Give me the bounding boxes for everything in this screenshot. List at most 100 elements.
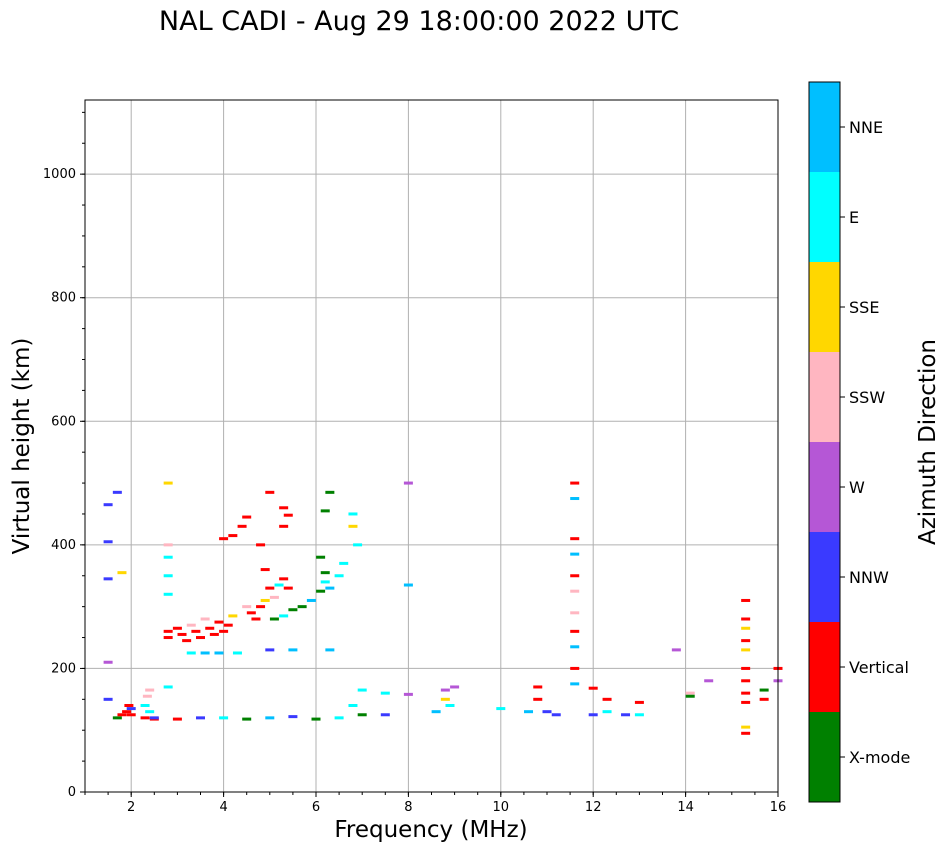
data-point bbox=[200, 617, 210, 621]
colorbar-tick-label: NNE bbox=[849, 118, 883, 137]
data-point bbox=[440, 688, 450, 692]
data-point bbox=[380, 713, 390, 717]
data-point bbox=[533, 697, 543, 701]
data-point bbox=[570, 552, 580, 556]
colorbar-tick-label: E bbox=[849, 208, 859, 227]
data-point bbox=[570, 537, 580, 541]
data-point bbox=[242, 717, 252, 721]
data-point bbox=[103, 660, 113, 664]
data-point bbox=[260, 598, 270, 602]
data-point bbox=[140, 716, 150, 720]
data-point bbox=[103, 540, 113, 544]
data-point bbox=[191, 629, 201, 633]
data-point bbox=[223, 623, 233, 627]
colorbar-tick-label: NNW bbox=[849, 568, 889, 587]
data-point bbox=[496, 707, 506, 711]
data-point bbox=[671, 648, 681, 652]
colorbar: X-mode Vertical NNW W SSW SSE E NNE bbox=[808, 81, 910, 803]
data-point bbox=[403, 583, 413, 587]
data-point bbox=[570, 497, 580, 501]
data-point bbox=[380, 691, 390, 695]
colorbar-tick-label: SSW bbox=[849, 388, 885, 407]
data-point bbox=[279, 614, 289, 618]
data-point bbox=[325, 490, 335, 494]
data-point bbox=[117, 713, 127, 717]
data-point bbox=[142, 694, 152, 698]
data-point bbox=[759, 697, 769, 701]
data-point bbox=[237, 524, 247, 528]
grid-lines bbox=[85, 100, 779, 793]
data-point bbox=[251, 617, 261, 621]
data-point bbox=[320, 580, 330, 584]
data-point bbox=[274, 583, 284, 587]
data-point bbox=[145, 710, 155, 714]
data-point bbox=[741, 666, 751, 670]
x-tick-label: 16 bbox=[770, 800, 787, 815]
data-point bbox=[348, 524, 358, 528]
colorbar-segment bbox=[809, 442, 840, 532]
y-tick-label: 800 bbox=[51, 291, 76, 306]
data-point bbox=[283, 513, 293, 517]
data-point bbox=[219, 629, 229, 633]
data-point bbox=[219, 537, 229, 541]
data-point bbox=[334, 574, 344, 578]
data-point bbox=[163, 574, 173, 578]
data-point bbox=[242, 605, 252, 609]
data-point bbox=[403, 481, 413, 485]
data-point bbox=[126, 713, 136, 717]
data-point bbox=[163, 555, 173, 559]
data-point bbox=[357, 713, 367, 717]
data-point bbox=[704, 679, 714, 683]
data-point bbox=[741, 617, 751, 621]
data-point bbox=[177, 632, 187, 636]
data-point bbox=[265, 716, 275, 720]
data-point bbox=[570, 645, 580, 649]
data-point bbox=[759, 688, 769, 692]
colorbar-segment bbox=[809, 532, 840, 622]
data-point bbox=[112, 490, 122, 494]
data-point bbox=[357, 688, 367, 692]
data-point bbox=[348, 512, 358, 516]
data-point bbox=[348, 704, 358, 707]
data-point bbox=[219, 716, 229, 720]
data-point bbox=[450, 685, 460, 689]
data-point bbox=[200, 651, 210, 655]
data-point bbox=[339, 561, 349, 565]
data-point bbox=[122, 710, 132, 714]
data-point bbox=[228, 534, 238, 538]
data-point bbox=[149, 716, 159, 720]
data-point bbox=[163, 481, 173, 485]
data-point bbox=[186, 651, 196, 655]
data-point bbox=[126, 707, 136, 711]
x-tick-label: 6 bbox=[312, 800, 320, 815]
data-point bbox=[182, 639, 192, 643]
data-point bbox=[325, 648, 335, 652]
data-point bbox=[186, 623, 196, 627]
data-point bbox=[279, 506, 289, 510]
data-point bbox=[316, 589, 326, 593]
data-point bbox=[588, 686, 598, 690]
data-point bbox=[588, 713, 598, 717]
x-tick-label: 2 bbox=[127, 800, 135, 815]
data-point bbox=[741, 691, 751, 695]
data-point bbox=[685, 691, 695, 695]
data-point bbox=[741, 598, 751, 602]
x-tick-label: 10 bbox=[493, 800, 510, 815]
data-point bbox=[685, 694, 695, 698]
data-marks bbox=[103, 481, 783, 735]
data-point bbox=[741, 725, 751, 729]
data-point bbox=[403, 692, 413, 696]
data-point bbox=[214, 651, 224, 655]
data-point bbox=[602, 710, 612, 714]
data-point bbox=[334, 716, 344, 720]
data-point bbox=[542, 710, 552, 714]
data-point bbox=[196, 716, 205, 720]
data-point bbox=[570, 666, 580, 670]
y-tick-label: 400 bbox=[51, 538, 76, 553]
colorbar-segment bbox=[809, 172, 840, 262]
data-point bbox=[570, 481, 580, 485]
data-point bbox=[634, 713, 644, 717]
data-point bbox=[621, 713, 631, 717]
x-tick-label: 8 bbox=[404, 800, 412, 815]
y-tick-label: 200 bbox=[51, 661, 76, 676]
